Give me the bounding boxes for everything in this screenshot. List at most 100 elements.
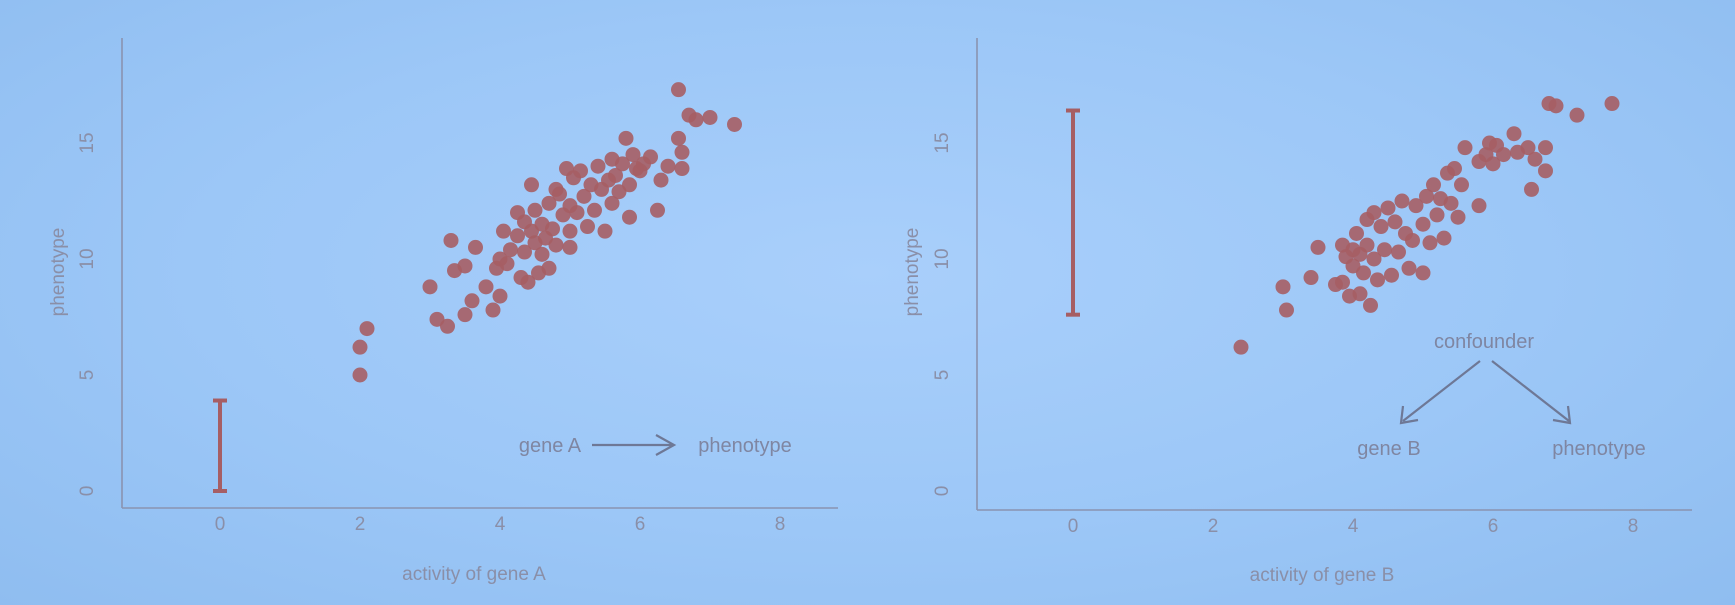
data-point: [597, 223, 613, 239]
y-axis-label: phenotype: [902, 228, 923, 317]
data-point: [422, 279, 438, 295]
y-tick-label: 15: [77, 132, 98, 153]
data-point: [615, 156, 630, 172]
data-point: [1384, 267, 1399, 283]
data-point: [457, 307, 473, 323]
data-point: [573, 163, 588, 179]
data-point: [499, 256, 515, 272]
data-point: [1506, 126, 1522, 142]
data-point: [1279, 302, 1294, 318]
diagram-cause-label: gene A: [519, 435, 582, 457]
y-tick-label: 0: [77, 486, 98, 497]
data-point: [1548, 98, 1564, 114]
data-point: [1604, 96, 1620, 112]
x-tick-label: 2: [355, 514, 366, 535]
data-point: [478, 279, 494, 295]
data-point: [1359, 237, 1375, 253]
data-point: [492, 288, 508, 304]
data-point: [496, 223, 511, 239]
data-point: [569, 205, 585, 221]
data-point: [443, 232, 459, 248]
data-point: [548, 237, 564, 253]
data-point: [1419, 188, 1434, 204]
data-point: [1233, 339, 1249, 355]
data-point: [1303, 270, 1319, 286]
data-point: [545, 221, 560, 237]
data-point: [1426, 177, 1441, 193]
data-point: [1471, 198, 1487, 214]
y-tick-label: 15: [932, 132, 953, 153]
data-point: [352, 339, 368, 355]
data-point: [485, 302, 501, 318]
data-point: [464, 293, 480, 309]
y-tick-label: 10: [77, 248, 98, 269]
data-point: [562, 223, 578, 239]
data-point: [527, 202, 543, 218]
data-point: [660, 158, 676, 174]
x-tick-label: 0: [215, 514, 226, 535]
data-point: [671, 130, 686, 146]
data-point: [1370, 272, 1385, 288]
y-ticks: 0 5 10 15: [77, 132, 98, 496]
data-point: [1569, 107, 1585, 123]
error-bar: [213, 398, 227, 493]
data-point: [1415, 265, 1431, 281]
data-point: [1377, 242, 1392, 258]
data-point: [359, 321, 375, 337]
data-point: [1457, 140, 1473, 156]
data-point: [1275, 279, 1291, 295]
data-point: [534, 246, 550, 262]
data-point: [604, 195, 620, 211]
data-point: [1356, 265, 1371, 281]
x-tick-label: 4: [495, 514, 506, 535]
data-point: [671, 82, 686, 98]
arrow-icon: [1491, 360, 1572, 425]
x-axis-label: activity of gene A: [402, 564, 546, 585]
data-point: [1527, 151, 1543, 167]
data-points: [1233, 96, 1620, 355]
x-ticks: 0 2 4 6 8: [215, 514, 786, 535]
error-bar: [1066, 108, 1080, 317]
data-points: [352, 82, 742, 383]
data-point: [1415, 216, 1431, 232]
y-tick-label: 0: [932, 486, 953, 497]
data-point: [643, 149, 658, 165]
diagram-confounder-label: confounder: [1434, 331, 1534, 353]
data-point: [1485, 156, 1501, 172]
data-point: [674, 161, 690, 177]
data-point: [1408, 198, 1424, 214]
x-tick-label: 0: [1068, 516, 1079, 537]
data-point: [1538, 140, 1553, 156]
data-point: [1401, 260, 1417, 276]
diagram-effect-label: phenotype: [698, 435, 791, 457]
data-point: [1366, 251, 1382, 267]
x-tick-label: 8: [1628, 516, 1639, 537]
x-tick-label: 2: [1208, 516, 1219, 537]
y-tick-label: 5: [932, 370, 953, 381]
arrow-icon: [1399, 360, 1481, 425]
data-point: [562, 239, 578, 255]
data-point: [541, 195, 557, 211]
data-point: [1310, 239, 1326, 255]
data-point: [653, 172, 669, 188]
diagram-phenotype-label: phenotype: [1552, 438, 1645, 460]
data-point: [650, 202, 665, 218]
y-tick-label: 10: [932, 248, 953, 269]
data-point: [1447, 161, 1462, 177]
data-point: [576, 188, 592, 204]
data-point: [702, 109, 718, 125]
data-point: [727, 116, 742, 132]
x-tick-label: 4: [1348, 516, 1359, 537]
diagram-gene-label: gene B: [1357, 438, 1420, 460]
data-point: [1443, 195, 1459, 211]
data-point: [580, 219, 595, 235]
x-ticks: 0 2 4 6 8: [1068, 516, 1639, 537]
data-point: [618, 130, 634, 146]
data-point: [1450, 209, 1466, 225]
x-tick-label: 8: [775, 514, 786, 535]
data-point: [1454, 177, 1469, 193]
scatter-plot-gene-b: 0 5 10 15 0 2 4 6 8 activity of gene B phenotyp…: [902, 38, 1692, 586]
data-point: [1520, 140, 1536, 156]
data-point: [520, 274, 536, 290]
